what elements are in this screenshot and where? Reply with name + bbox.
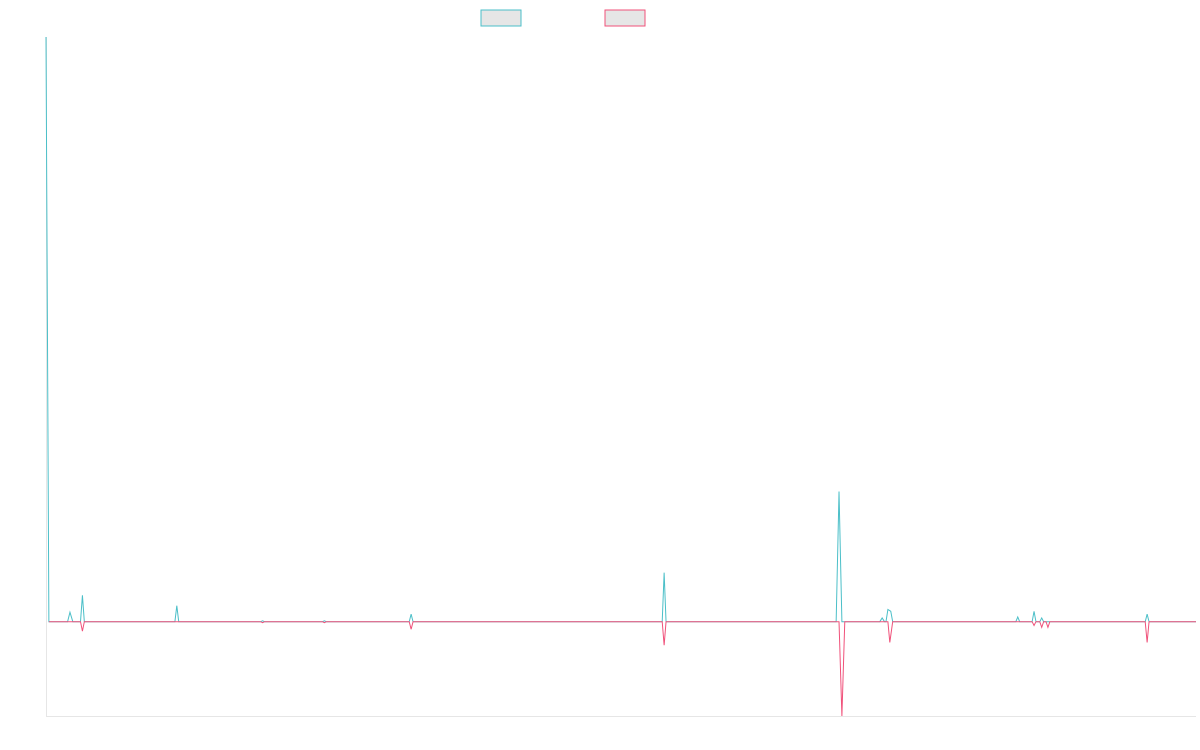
legend-swatch-series-1[interactable]: [480, 9, 522, 27]
series-line-1[interactable]: [45, 36, 1196, 623]
series-layer: [45, 36, 1196, 717]
legend: [480, 9, 646, 27]
axes: [46, 37, 1196, 717]
series-line-2[interactable]: [48, 621, 1196, 717]
legend-swatch-series-2[interactable]: [604, 9, 646, 27]
